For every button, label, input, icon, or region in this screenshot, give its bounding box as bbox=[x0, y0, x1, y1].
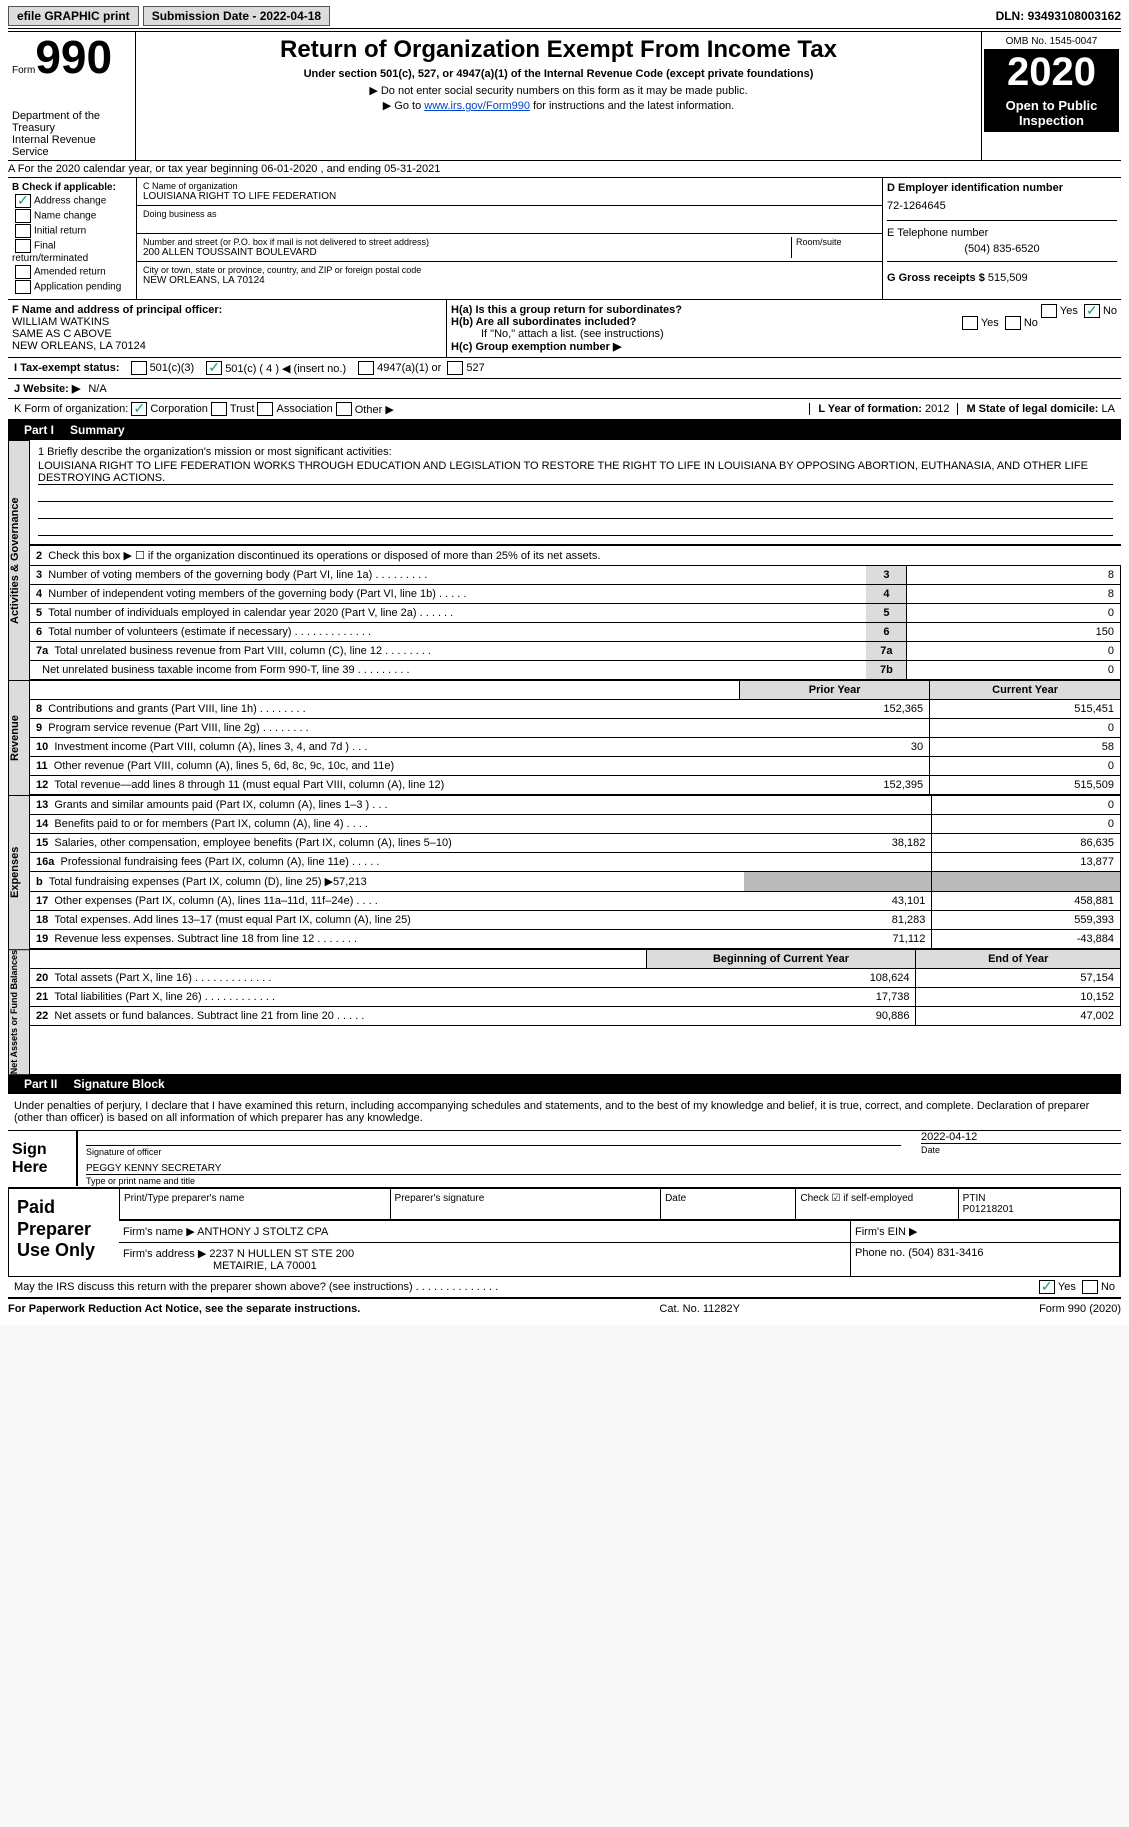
public-inspection: Open to Public Inspection bbox=[984, 94, 1119, 132]
ck-initial[interactable]: Initial return bbox=[12, 224, 132, 238]
table-row: 14 Benefits paid to or for members (Part… bbox=[30, 815, 1121, 834]
phone: (504) 835-6520 bbox=[887, 243, 1117, 255]
subtitle: Under section 501(c), 527, or 4947(a)(1)… bbox=[144, 68, 973, 80]
table-row: 4 Number of independent voting members o… bbox=[30, 585, 1121, 604]
form-ref: Form 990 (2020) bbox=[1039, 1303, 1121, 1315]
side-revenue: Revenue bbox=[8, 680, 30, 795]
ck-final[interactable]: Final return/terminated bbox=[12, 239, 132, 264]
title-cell: Return of Organization Exempt From Incom… bbox=[136, 32, 981, 160]
netassets-table: Beginning of Current YearEnd of Year 20 … bbox=[30, 949, 1121, 1026]
form-title: Return of Organization Exempt From Incom… bbox=[144, 36, 973, 64]
box-f: F Name and address of principal officer:… bbox=[8, 300, 447, 357]
table-row: 5 Total number of individuals employed i… bbox=[30, 604, 1121, 623]
state-domicile: LA bbox=[1102, 403, 1115, 415]
omb: OMB No. 1545-0047 bbox=[984, 34, 1119, 50]
box-c: C Name of organizationLOUISIANA RIGHT TO… bbox=[137, 178, 883, 299]
table-row: 3 Number of voting members of the govern… bbox=[30, 566, 1121, 585]
table-row: 12 Total revenue—add lines 8 through 11 … bbox=[30, 776, 1121, 795]
table-row: 8 Contributions and grants (Part VIII, l… bbox=[30, 700, 1121, 719]
table-row: 20 Total assets (Part X, line 16) . . . … bbox=[30, 969, 1121, 988]
box-b: B Check if applicable: Address change Na… bbox=[8, 178, 137, 299]
table-row: 18 Total expenses. Add lines 13–17 (must… bbox=[30, 911, 1121, 930]
line-j: J Website: ▶N/A bbox=[8, 379, 1121, 399]
table-row: 21 Total liabilities (Part X, line 26) .… bbox=[30, 988, 1121, 1007]
ck-address[interactable]: Address change bbox=[12, 194, 132, 208]
table-row: 19 Revenue less expenses. Subtract line … bbox=[30, 930, 1121, 949]
firm-address: 2237 N HULLEN ST STE 200 bbox=[209, 1248, 354, 1260]
page-footer: For Paperwork Reduction Act Notice, see … bbox=[8, 1299, 1121, 1319]
line-i: I Tax-exempt status: 501(c)(3) 501(c) ( … bbox=[8, 358, 1121, 379]
form-page: efile GRAPHIC print Submission Date - 20… bbox=[0, 0, 1129, 1325]
section-bcdeg: B Check if applicable: Address change Na… bbox=[8, 178, 1121, 300]
governance-table: 2 Check this box ▶ ☐ if the organization… bbox=[30, 545, 1121, 680]
efile-button[interactable]: efile GRAPHIC print bbox=[8, 6, 139, 26]
year-formation: 2012 bbox=[925, 403, 949, 415]
table-row: 9 Program service revenue (Part VIII, li… bbox=[30, 719, 1121, 738]
website: N/A bbox=[88, 383, 106, 395]
table-row: b Total fundraising expenses (Part IX, c… bbox=[30, 872, 1121, 892]
table-row: 2 Check this box ▶ ☐ if the organization… bbox=[30, 546, 1121, 566]
year-cell: OMB No. 1545-0047 2020 Open to Public In… bbox=[981, 32, 1121, 160]
firm-name: ANTHONY J STOLTZ CPA bbox=[197, 1226, 328, 1238]
table-row: 11 Other revenue (Part VIII, column (A),… bbox=[30, 757, 1121, 776]
part-1-header: Part ISummary bbox=[8, 420, 1121, 440]
section-fh: F Name and address of principal officer:… bbox=[8, 300, 1121, 358]
expenses-table: 13 Grants and similar amounts paid (Part… bbox=[30, 795, 1121, 949]
table-row: 10 Investment income (Part VIII, column … bbox=[30, 738, 1121, 757]
org-name: LOUISIANA RIGHT TO LIFE FEDERATION bbox=[143, 191, 876, 202]
ck-pending[interactable]: Application pending bbox=[12, 280, 132, 294]
sign-here: Sign Here Signature of officer2022-04-12… bbox=[8, 1130, 1121, 1188]
gross-receipts: 515,509 bbox=[988, 272, 1028, 284]
topbar: efile GRAPHIC print Submission Date - 20… bbox=[8, 6, 1121, 29]
form-header: Form990 Department of the Treasury Inter… bbox=[8, 31, 1121, 161]
table-row: 7a Total unrelated business revenue from… bbox=[30, 642, 1121, 661]
officer-sig-name: PEGGY KENNY SECRETARY bbox=[86, 1163, 1121, 1174]
table-row: 22 Net assets or fund balances. Subtract… bbox=[30, 1007, 1121, 1026]
table-row: 15 Salaries, other compensation, employe… bbox=[30, 834, 1121, 853]
ein: 72-1264645 bbox=[887, 200, 1117, 212]
table-row: 6 Total number of volunteers (estimate i… bbox=[30, 623, 1121, 642]
mission-block: 1 Briefly describe the organization's mi… bbox=[30, 440, 1121, 545]
sign-date: 2022-04-12 bbox=[921, 1131, 1121, 1143]
org-address: 200 ALLEN TOUSSAINT BOULEVARD bbox=[143, 247, 791, 258]
box-h: H(a) Is this a group return for subordin… bbox=[447, 300, 1121, 357]
irs-link[interactable]: www.irs.gov/Form990 bbox=[424, 100, 530, 112]
submission-date: Submission Date - 2022-04-18 bbox=[143, 6, 330, 26]
line-klm: K Form of organization: Corporation Trus… bbox=[8, 399, 1121, 420]
signature-declaration: Under penalties of perjury, I declare th… bbox=[8, 1094, 1121, 1130]
revenue-table: Prior YearCurrent Year 8 Contributions a… bbox=[30, 680, 1121, 795]
may-discuss: May the IRS discuss this return with the… bbox=[8, 1277, 1121, 1299]
ck-name[interactable]: Name change bbox=[12, 209, 132, 223]
part-2-header: Part IISignature Block bbox=[8, 1074, 1121, 1094]
ptin: P01218201 bbox=[963, 1204, 1014, 1215]
line-a: A For the 2020 calendar year, or tax yea… bbox=[8, 161, 1121, 178]
side-expenses: Expenses bbox=[8, 795, 30, 949]
form-id: Form990 Department of the Treasury Inter… bbox=[8, 32, 136, 160]
tax-year: 2020 bbox=[984, 50, 1119, 94]
mission-text: LOUISIANA RIGHT TO LIFE FEDERATION WORKS… bbox=[38, 460, 1113, 485]
box-deg: D Employer identification number72-12646… bbox=[883, 178, 1121, 299]
table-row: Net unrelated business taxable income fr… bbox=[30, 661, 1121, 680]
officer-name: WILLIAM WATKINS bbox=[12, 316, 442, 328]
table-row: 17 Other expenses (Part IX, column (A), … bbox=[30, 892, 1121, 911]
table-row: 13 Grants and similar amounts paid (Part… bbox=[30, 796, 1121, 815]
side-netassets: Net Assets or Fund Balances bbox=[8, 949, 30, 1074]
dln: DLN: 93493108003162 bbox=[996, 9, 1121, 23]
firm-phone: (504) 831-3416 bbox=[908, 1247, 983, 1259]
org-city: NEW ORLEANS, LA 70124 bbox=[143, 275, 876, 286]
side-governance: Activities & Governance bbox=[8, 440, 30, 680]
ck-amended[interactable]: Amended return bbox=[12, 265, 132, 279]
note-link: ▶ Go to www.irs.gov/Form990 for instruct… bbox=[144, 99, 973, 112]
note-ssn: ▶ Do not enter social security numbers o… bbox=[144, 84, 973, 97]
dept: Department of the Treasury Internal Reve… bbox=[12, 110, 131, 158]
paid-preparer: Paid Preparer Use Only Print/Type prepar… bbox=[8, 1188, 1121, 1277]
table-row: 16a Professional fundraising fees (Part … bbox=[30, 853, 1121, 872]
